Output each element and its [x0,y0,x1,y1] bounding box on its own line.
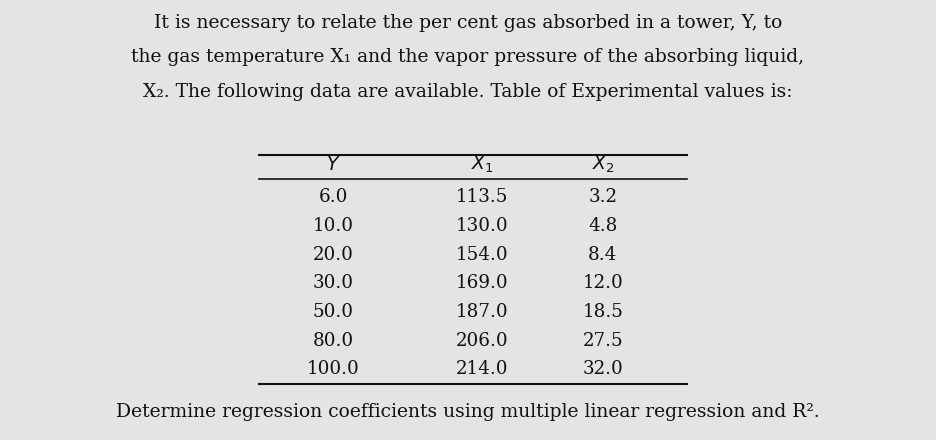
Text: 10.0: 10.0 [313,217,354,235]
Text: the gas temperature X₁ and the vapor pressure of the absorbing liquid,: the gas temperature X₁ and the vapor pre… [131,48,805,66]
Text: 8.4: 8.4 [588,246,618,264]
Text: 50.0: 50.0 [313,303,354,321]
Text: It is necessary to relate the per cent gas absorbed in a tower, Y, to: It is necessary to relate the per cent g… [154,14,782,32]
Text: 4.8: 4.8 [588,217,618,235]
Text: 27.5: 27.5 [582,332,623,350]
Text: 20.0: 20.0 [313,246,354,264]
Text: 206.0: 206.0 [456,332,508,350]
Text: 187.0: 187.0 [456,303,508,321]
Text: 3.2: 3.2 [589,188,618,206]
Text: 30.0: 30.0 [313,275,354,293]
Text: $X_1$: $X_1$ [471,154,493,175]
Text: 169.0: 169.0 [456,275,508,293]
Text: 6.0: 6.0 [318,188,348,206]
Text: 214.0: 214.0 [456,360,508,378]
Text: 80.0: 80.0 [313,332,354,350]
Text: Determine regression coefficients using multiple linear regression and R².: Determine regression coefficients using … [116,403,820,421]
Text: $X_2$: $X_2$ [592,154,614,175]
Text: 113.5: 113.5 [456,188,508,206]
Text: 130.0: 130.0 [456,217,508,235]
Text: 100.0: 100.0 [307,360,359,378]
Text: X₂. The following data are available. Table of Experimental values is:: X₂. The following data are available. Ta… [143,83,793,101]
Text: 154.0: 154.0 [456,246,508,264]
Text: 32.0: 32.0 [582,360,623,378]
Text: $Y$: $Y$ [326,156,341,174]
Text: 12.0: 12.0 [582,275,623,293]
Text: 18.5: 18.5 [582,303,623,321]
